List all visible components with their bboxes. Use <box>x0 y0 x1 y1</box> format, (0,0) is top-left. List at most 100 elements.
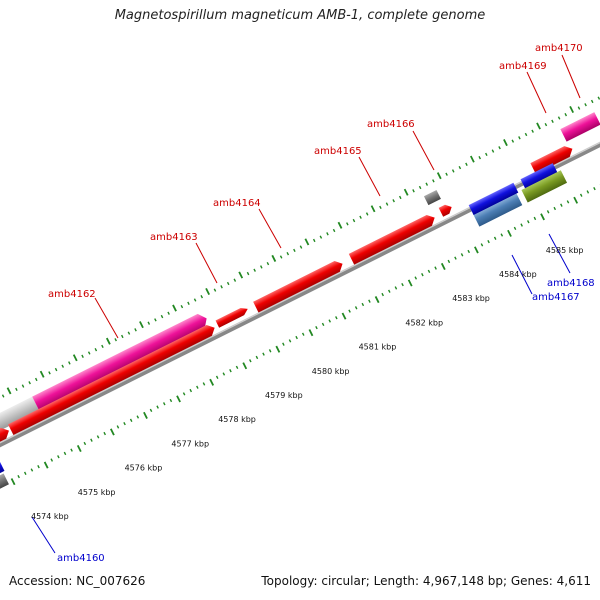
lower-tick-track <box>0 183 600 489</box>
minor-tick <box>200 295 204 299</box>
gene-arrow-amb4169[interactable] <box>530 143 575 174</box>
minor-tick <box>526 220 530 224</box>
gene-label-top[interactable]: amb4165 <box>314 146 362 157</box>
minor-tick <box>315 325 318 330</box>
major-tick <box>105 337 111 345</box>
minor-tick <box>425 182 429 186</box>
minor-tick <box>385 202 389 206</box>
gene-arrow-blue-b[interactable] <box>520 163 558 190</box>
major-tick <box>10 478 16 486</box>
minor-tick <box>326 232 329 236</box>
gene-arrow-amb4162[interactable] <box>32 311 210 411</box>
minor-tick <box>50 458 54 462</box>
gene-arrow-amb4166[interactable] <box>438 202 454 217</box>
minor-tick <box>394 286 398 290</box>
gene-label-top[interactable]: amb4164 <box>213 198 261 209</box>
minor-tick <box>498 146 501 150</box>
gene-arrow-amb4168[interactable] <box>521 170 568 203</box>
minor-tick <box>597 96 600 100</box>
gene-arrow-amb4170[interactable] <box>560 112 600 142</box>
gene-arrow-lightgrey[interactable] <box>0 396 40 452</box>
minor-tick <box>332 228 336 233</box>
kbp-label: 4584 kbp <box>499 270 537 279</box>
minor-tick <box>560 203 563 207</box>
major-tick <box>341 312 347 320</box>
minor-tick <box>368 299 371 303</box>
minor-tick <box>531 129 534 133</box>
minor-tick <box>564 113 568 117</box>
minor-tick <box>34 377 38 382</box>
reverse-strand-genes <box>0 163 568 495</box>
minor-tick <box>121 334 124 339</box>
minor-tick <box>584 103 587 107</box>
minor-tick <box>222 372 226 376</box>
minor-tick <box>63 451 67 456</box>
minor-tick <box>196 385 199 389</box>
minor-tick <box>30 468 34 472</box>
minor-tick <box>61 364 65 368</box>
minor-tick <box>127 331 131 335</box>
gene-label-bottom[interactable]: amb4160 <box>57 553 105 564</box>
minor-tick <box>379 205 382 210</box>
gene-arrow-amb4163[interactable] <box>215 305 250 328</box>
major-tick <box>238 271 244 279</box>
minor-tick <box>348 309 351 313</box>
minor-tick <box>83 441 87 446</box>
gene-arrow-grey-small[interactable] <box>423 189 441 206</box>
minor-tick <box>103 431 106 436</box>
minor-tick <box>70 448 73 452</box>
minor-tick <box>361 302 365 307</box>
minor-tick <box>180 304 184 309</box>
minor-tick <box>279 255 283 259</box>
minor-tick <box>134 328 137 332</box>
gene-arrow-red-long[interactable] <box>8 322 217 436</box>
minor-tick <box>162 402 166 406</box>
gene-label-bottom[interactable]: amb4168 <box>547 278 595 289</box>
gene-arrow-blue-a[interactable] <box>468 182 519 215</box>
gene-label-top[interactable]: amb4170 <box>535 43 583 54</box>
major-tick <box>569 105 575 114</box>
minor-tick <box>54 367 58 372</box>
minor-tick <box>586 190 590 194</box>
minor-tick <box>493 236 497 240</box>
minor-tick <box>533 216 537 221</box>
minor-tick <box>15 387 18 392</box>
minor-tick <box>114 338 117 342</box>
gene-label-top[interactable]: amb4169 <box>499 61 547 72</box>
minor-tick <box>480 243 484 247</box>
minor-tick <box>401 282 404 287</box>
kbp-label: 4576 kbp <box>125 464 163 473</box>
minor-tick <box>312 238 316 243</box>
gene-arrow-amb4165[interactable] <box>348 212 438 265</box>
minor-tick <box>193 298 197 302</box>
minor-tick <box>427 269 431 274</box>
minor-tick <box>381 292 384 297</box>
major-tick <box>304 238 310 246</box>
minor-tick <box>229 369 232 373</box>
minor-tick <box>593 186 596 191</box>
minor-tick <box>500 233 504 237</box>
minor-tick <box>154 318 157 322</box>
gene-arrow-amb4167[interactable] <box>473 192 523 227</box>
minor-tick <box>94 348 98 352</box>
gene-label-top[interactable]: amb4162 <box>48 289 96 300</box>
minor-tick <box>286 252 290 256</box>
gene-label-top[interactable]: amb4163 <box>150 232 198 243</box>
kbp-label: 4575 kbp <box>78 488 116 497</box>
minor-tick <box>301 332 305 336</box>
minor-tick <box>37 465 40 469</box>
minor-tick <box>467 249 471 254</box>
gene-arrow-amb4164[interactable] <box>253 258 345 313</box>
map-title: Magnetospirillum magneticum AMB-1, compl… <box>114 8 486 23</box>
minor-tick <box>566 200 570 204</box>
strand-frame <box>0 84 600 495</box>
gene-label-bottom[interactable]: amb4167 <box>532 292 580 303</box>
minor-tick <box>123 421 126 426</box>
gene-arrow-amb4160[interactable] <box>0 473 9 495</box>
gene-label-top[interactable]: amb4166 <box>367 119 415 130</box>
gene-arrow-red-left[interactable] <box>0 425 12 453</box>
major-tick <box>507 229 512 237</box>
minor-tick <box>266 261 270 266</box>
minor-tick <box>447 259 451 264</box>
